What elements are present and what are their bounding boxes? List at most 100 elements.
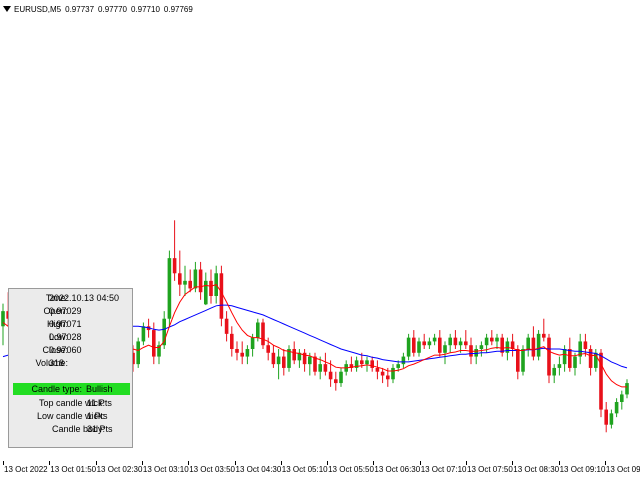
open-value: 0.97029: [49, 306, 82, 316]
candle-body: [448, 337, 452, 346]
candle-body: [183, 280, 187, 285]
candle-body: [578, 341, 582, 357]
candle-body: [250, 337, 255, 349]
candle-body: [360, 360, 364, 365]
bear-candle: [230, 326, 234, 357]
bull-candle: [136, 337, 140, 368]
bear-candle: [568, 337, 572, 372]
candle-type-row: Candle type: Bullish: [9, 383, 132, 395]
candle-body: [474, 349, 478, 357]
candle-body: [318, 364, 322, 372]
candle-body: [604, 409, 608, 425]
time-tick: [49, 461, 51, 465]
candle-body: [547, 337, 551, 376]
bear-candle: [438, 330, 442, 357]
bear-candle: [235, 341, 239, 361]
candle-body: [230, 333, 234, 349]
bull-candle: [620, 390, 624, 410]
candle-body: [136, 341, 140, 365]
candle-body: [287, 349, 291, 368]
header-open: 0.97737: [65, 4, 95, 14]
candle-type-bar: Candle type: Bullish: [13, 383, 130, 395]
candle-body: [276, 356, 281, 365]
candle-body: [417, 341, 421, 353]
bull-candle: [276, 349, 281, 380]
candle-body: [386, 375, 390, 380]
candle-body: [172, 258, 177, 274]
candle-body: [531, 337, 536, 357]
bull-candle: [417, 337, 421, 357]
low-wick-row: Low candle wick: 1 Pts: [9, 410, 132, 422]
time-label: 13 Oct 06:30: [374, 465, 421, 474]
candle-body: [583, 341, 588, 349]
candle-body: [313, 356, 317, 372]
symbol-name: EURUSD,M5: [14, 4, 62, 14]
candle-body: [573, 356, 577, 368]
candle-body: [375, 367, 380, 372]
high-label: High:: [46, 319, 68, 329]
candle-body: [198, 269, 203, 293]
bear-candle: [464, 330, 468, 349]
time-label: 13 Oct 08:30: [513, 465, 560, 474]
bull-candle: [339, 367, 343, 387]
bear-candle: [380, 367, 385, 384]
candle-body: [204, 280, 208, 305]
candle-body: [599, 352, 603, 410]
bull-candle: [614, 398, 619, 418]
candle-body: [406, 337, 411, 357]
bear-candle: [349, 356, 354, 372]
bull-candle: [526, 333, 530, 357]
bull-candle: [578, 333, 582, 365]
low-wick-value: 1 Pts: [87, 411, 108, 421]
bull-candle: [167, 250, 172, 327]
close-value: 0.97060: [49, 345, 82, 355]
bear-candle: [542, 318, 546, 342]
low-wick-label: Low candle wick:: [36, 411, 105, 421]
bear-candle: [334, 371, 338, 391]
candle-body: [157, 345, 161, 357]
candle-body: [464, 341, 468, 346]
candle-type-label: Candle type:: [31, 384, 82, 394]
candle-body: [625, 383, 629, 395]
candle-body: [224, 318, 229, 334]
bull-candle: [448, 333, 452, 353]
bull-candle: [557, 356, 562, 376]
candle-body: [453, 337, 458, 346]
candle-body: [557, 364, 562, 368]
bull-candle: [141, 322, 146, 346]
candle-body: [297, 352, 302, 361]
bull-candle: [427, 337, 432, 349]
candle-body: [614, 402, 619, 414]
time-tick: [3, 461, 4, 465]
bull-candle: [287, 345, 291, 372]
bear-candle: [313, 352, 317, 376]
candle-body: [516, 349, 520, 372]
bull-candle: [183, 265, 187, 296]
bear-candle: [375, 360, 380, 380]
candle-body: [458, 341, 463, 346]
close-label: Close:: [42, 345, 68, 355]
candle-body: [209, 280, 213, 296]
bear-candle: [224, 311, 229, 342]
symbol-header: EURUSD,M5 0.97737 0.97770 0.97710 0.9776…: [0, 3, 197, 15]
candle-body: [152, 330, 156, 357]
candle-body: [443, 345, 447, 353]
bear-candle: [412, 330, 416, 357]
time-label: 13 Oct 07:50: [467, 465, 513, 474]
time-tick: [419, 461, 421, 465]
candle-body: [131, 352, 135, 365]
volume-row: Volume: 318: [9, 357, 132, 369]
bull-candle: [474, 345, 478, 365]
candle-body: [495, 337, 499, 342]
bear-candle: [172, 220, 177, 281]
candle-body: [271, 352, 276, 365]
time-label: 13 Oct 07:10: [420, 465, 467, 474]
dropdown-triangle-icon[interactable]: [3, 6, 11, 12]
time-label: 13 Oct 01:50: [50, 465, 97, 474]
candle-body: [370, 360, 374, 368]
bull-candle: [505, 337, 510, 361]
time-tick: [512, 461, 514, 465]
bear-candle: [599, 349, 603, 418]
candle-body: [396, 364, 400, 368]
bull-candle: [157, 341, 161, 365]
